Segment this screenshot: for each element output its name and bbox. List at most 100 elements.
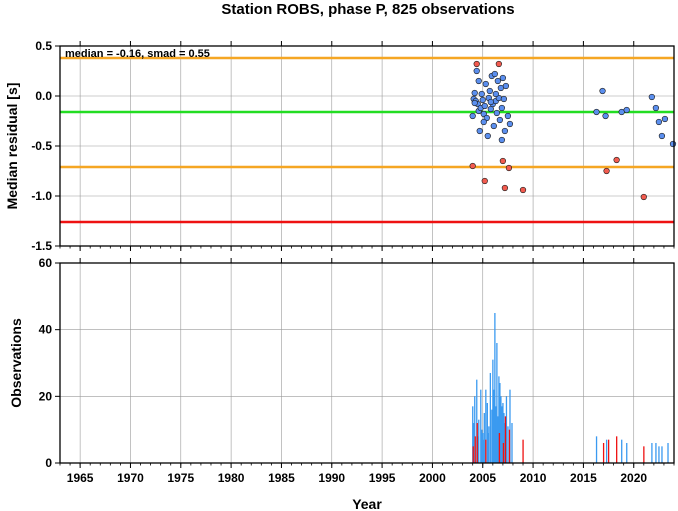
residual-point-red xyxy=(501,184,508,192)
residual-point-blue xyxy=(652,104,659,112)
residual-point-blue xyxy=(491,70,498,78)
observation-bar-red xyxy=(602,443,605,463)
residual-point-red xyxy=(495,60,502,68)
residual-panel: 0.5 0.0 -0.5 -1.0 -1.5 median = -0.16, smad … xyxy=(4,39,677,253)
residual-point-blue xyxy=(500,95,507,103)
observations-y-tick-label: 60 xyxy=(39,256,53,270)
observation-bar-blue xyxy=(658,446,660,463)
residual-reference-lines xyxy=(60,56,674,224)
residual-point-blue xyxy=(658,132,666,140)
residual-point-blue xyxy=(501,127,508,135)
observation-bar-blue xyxy=(496,343,498,463)
residual-point-blue xyxy=(481,102,488,110)
observation-bar-blue xyxy=(493,389,495,463)
residual-point-blue xyxy=(504,112,512,120)
observation-bar-blue xyxy=(483,413,485,463)
observation-bar-blue xyxy=(667,443,669,463)
observation-bar-red xyxy=(504,416,507,463)
observation-bar-blue xyxy=(491,409,493,463)
residual-y-tick-label: -1.5 xyxy=(31,239,52,253)
x-tick-label: 1965 xyxy=(67,471,94,485)
observation-bar-blue xyxy=(505,396,508,463)
observations-y-axis-label: Observations xyxy=(8,318,24,408)
residual-point-red xyxy=(505,164,513,172)
residual-y-tick-label: 0.5 xyxy=(35,39,52,53)
observation-bar-red xyxy=(607,439,610,463)
residual-point-blue xyxy=(669,140,677,148)
observation-bar-blue xyxy=(507,426,509,463)
residual-point-blue xyxy=(478,90,485,98)
observation-bar-blue xyxy=(473,423,475,463)
x-tick-label: 2010 xyxy=(520,471,547,485)
x-tick-label: 2005 xyxy=(469,471,496,485)
observations-y-tick-label: 40 xyxy=(39,323,53,337)
residual-point-red xyxy=(640,193,647,201)
residual-point-blue xyxy=(490,122,497,130)
observations-axis-ticks: 1965 1970 1975 1980 1985 1990 1995 2000 2005 2010… xyxy=(39,256,675,485)
x-tick-label: 1975 xyxy=(167,471,194,485)
residual-y-tick-label: -1.0 xyxy=(31,189,52,203)
x-tick-label: 1985 xyxy=(268,471,295,485)
residual-point-blue xyxy=(623,106,630,114)
observations-plot-background xyxy=(60,263,674,463)
residual-y-axis-label: Median residual [s] xyxy=(4,83,20,210)
observation-bar-blue xyxy=(489,373,492,463)
residual-point-blue xyxy=(502,82,510,90)
observation-bar-blue xyxy=(480,389,482,463)
observation-bar-blue xyxy=(595,436,598,463)
observation-bar-blue xyxy=(482,439,484,463)
residual-point-blue xyxy=(469,112,476,120)
observation-bar-blue xyxy=(500,396,502,463)
residual-point-red xyxy=(473,60,480,68)
observation-bar-blue xyxy=(509,389,511,463)
median-smad-annotation: median = -0.16, smad = 0.55 xyxy=(65,48,210,60)
x-axis-label: Year xyxy=(352,496,382,511)
residual-point-blue xyxy=(480,118,487,126)
residual-point-blue xyxy=(602,112,609,120)
observation-bar-red xyxy=(498,433,501,463)
residual-point-blue xyxy=(498,104,505,112)
observation-bar-red xyxy=(485,439,487,463)
observation-bar-red xyxy=(476,423,478,463)
residual-gridlines xyxy=(60,45,674,247)
residual-point-blue xyxy=(476,127,483,135)
observation-bar-blue xyxy=(492,436,495,463)
observation-bar-blue xyxy=(485,389,487,463)
residual-point-blue xyxy=(498,136,505,144)
residual-point-blue xyxy=(496,116,503,124)
residual-point-blue xyxy=(471,99,478,107)
observation-bar-blue xyxy=(626,443,628,463)
residual-point-blue xyxy=(487,98,494,106)
observation-bar-red xyxy=(472,446,474,463)
residual-point-blue xyxy=(482,80,489,88)
observation-bar-red xyxy=(522,439,524,463)
observation-bar-red xyxy=(616,436,618,463)
residual-axis-ticks: 0.5 0.0 -0.5 -1.0 -1.5 xyxy=(31,39,675,253)
residual-point-red xyxy=(469,162,476,170)
residual-point-blue xyxy=(593,108,600,116)
residual-point-blue xyxy=(655,118,663,126)
residual-point-red xyxy=(519,186,527,194)
residual-y-tick-label: -0.5 xyxy=(31,139,52,153)
observation-bar-blue xyxy=(492,359,494,463)
observation-bar-blue xyxy=(503,413,505,463)
residual-point-blue xyxy=(506,120,514,128)
observation-bar-blue xyxy=(621,439,623,463)
observation-bar-blue xyxy=(500,433,503,463)
observation-bar-blue xyxy=(496,429,499,463)
observation-bar-blue xyxy=(498,376,500,463)
observation-bar-blue xyxy=(502,403,504,463)
observations-panel: 1965 1970 1975 1980 1985 1990 1995 2000 2005 2010… xyxy=(8,256,675,511)
residual-point-blue xyxy=(486,87,493,95)
observation-bar-blue xyxy=(478,419,480,463)
observation-bar-blue xyxy=(605,439,608,463)
residual-point-red xyxy=(481,177,488,185)
x-tick-label: 1995 xyxy=(369,471,396,485)
observation-bar-blue xyxy=(499,383,501,463)
observation-bar-blue xyxy=(472,406,474,463)
observation-bar-blue xyxy=(487,433,489,463)
observation-bar-blue xyxy=(655,443,657,463)
residual-point-blue xyxy=(661,115,669,123)
observation-bar-red xyxy=(502,443,505,463)
